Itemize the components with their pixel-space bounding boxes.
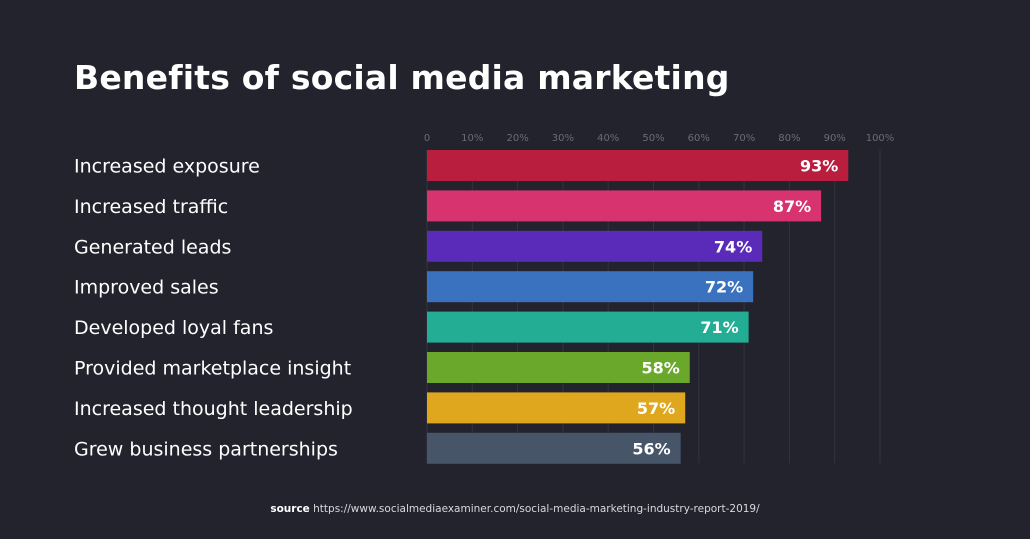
x-tick-label: 100% (866, 133, 895, 144)
category-label: Developed loyal fans (74, 317, 273, 339)
x-tick-label: 90% (824, 133, 846, 144)
bar (427, 271, 754, 303)
x-tick-label: 40% (597, 133, 619, 144)
data-label: 56% (632, 439, 670, 458)
category-label: Increased thought leadership (74, 398, 353, 420)
x-tick-label: 70% (733, 133, 755, 144)
x-tick-label: 30% (552, 133, 574, 144)
data-label: 93% (800, 157, 838, 176)
source-note: source https://www.socialmediaexaminer.c… (0, 503, 1030, 515)
data-label: 74% (714, 237, 752, 256)
x-tick-label: 0 (424, 133, 430, 144)
data-label: 87% (773, 197, 811, 216)
bar (427, 352, 690, 383)
bar (427, 432, 681, 464)
x-tick-label: 60% (688, 133, 710, 144)
chart-title: Benefits of social media marketing (74, 58, 730, 97)
data-label: 57% (637, 399, 675, 418)
data-label: 71% (700, 318, 738, 337)
x-tick-label: 50% (642, 133, 664, 144)
x-tick-label: 80% (778, 133, 800, 144)
category-label: Increased traffic (74, 196, 228, 218)
bar (427, 311, 749, 343)
data-label: 58% (641, 359, 679, 378)
source-url[interactable]: https://www.socialmediaexaminer.com/soci… (313, 503, 760, 515)
category-label: Grew business partnerships (74, 438, 338, 460)
category-label: Generated leads (74, 236, 231, 258)
category-label: Provided marketplace insight (74, 358, 351, 380)
bar (427, 392, 686, 424)
x-tick-label: 20% (506, 133, 528, 144)
x-tick-label: 10% (461, 133, 483, 144)
bar (427, 230, 763, 262)
bar (427, 150, 849, 181)
category-label: Improved sales (74, 277, 219, 299)
category-label: Increased exposure (74, 156, 260, 178)
data-label: 72% (705, 278, 743, 297)
source-label: source (270, 503, 310, 515)
bar (427, 190, 822, 222)
